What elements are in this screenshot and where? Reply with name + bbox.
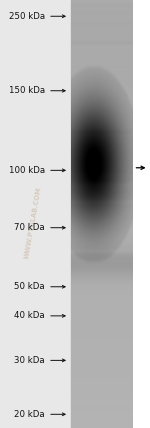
Text: 20 kDa: 20 kDa [14, 410, 45, 419]
Text: 150 kDa: 150 kDa [9, 86, 45, 95]
Text: 250 kDa: 250 kDa [9, 12, 45, 21]
Text: WWW.PTGLAB.COM: WWW.PTGLAB.COM [24, 186, 42, 259]
Bar [0, 0, 70, 428]
Bar [132, 0, 150, 428]
Text: 50 kDa: 50 kDa [14, 282, 45, 291]
Text: 70 kDa: 70 kDa [14, 223, 45, 232]
Text: 100 kDa: 100 kDa [9, 166, 45, 175]
Text: 40 kDa: 40 kDa [14, 311, 45, 321]
Text: 30 kDa: 30 kDa [14, 356, 45, 365]
Bar [70, 0, 132, 428]
